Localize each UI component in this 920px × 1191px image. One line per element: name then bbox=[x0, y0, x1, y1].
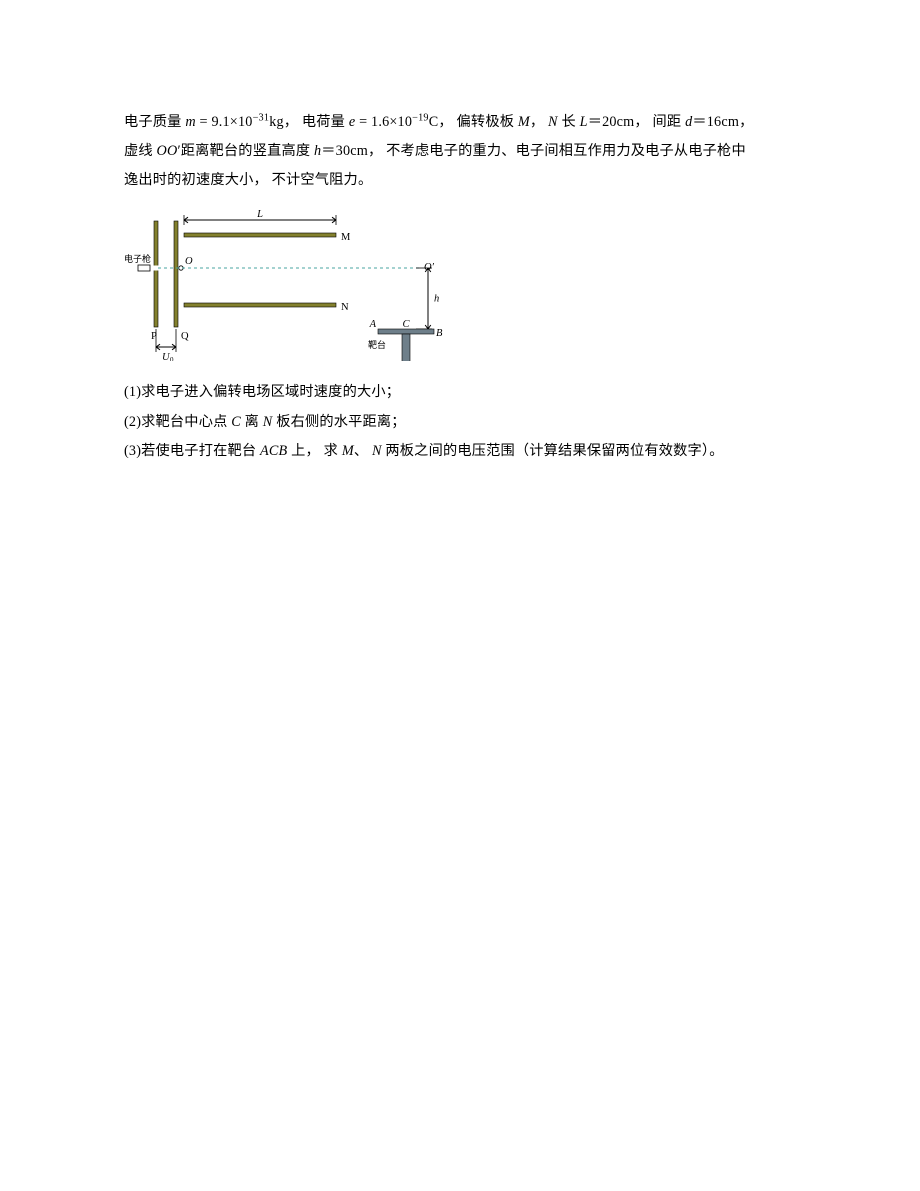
svg-text:B: B bbox=[436, 328, 443, 339]
sym-M: M bbox=[518, 114, 530, 130]
t: ＝16cm， bbox=[692, 114, 753, 130]
t: 逸出时的初速度大小， 不计空气阻力。 bbox=[124, 172, 372, 188]
t: 虚线 bbox=[124, 143, 157, 159]
svg-text:C: C bbox=[402, 319, 410, 330]
sym-C: C bbox=[231, 414, 241, 430]
t: 距离靶台的竖直高度 bbox=[181, 143, 314, 159]
sym-N: N bbox=[372, 443, 382, 459]
t: (3)若使电子打在靶台 bbox=[124, 443, 260, 459]
svg-text:L: L bbox=[256, 209, 263, 220]
svg-text:Q: Q bbox=[181, 331, 189, 342]
t: 板右侧的水平距离； bbox=[272, 414, 405, 430]
t: 、 bbox=[354, 443, 372, 459]
question-3: (3)若使电子打在靶台 ACB 上， 求 M、 N 两板之间的电压范围（计算结果… bbox=[124, 437, 800, 466]
physics-diagram: 电子枪LMNOO′PQU0hACB靶台 bbox=[124, 203, 800, 372]
t: 两板之间的电压范围（计算结果保留两位有效数字）。 bbox=[382, 443, 724, 459]
sym-L: L bbox=[580, 114, 588, 130]
intro-paragraph: 电子质量 m = 9.1×10−31kg， 电荷量 e = 1.6×10−19C… bbox=[124, 108, 800, 195]
svg-text:h: h bbox=[434, 294, 439, 305]
svg-text:电子枪: 电子枪 bbox=[124, 253, 151, 264]
diagram-svg: 电子枪LMNOO′PQU0hACB靶台 bbox=[124, 203, 454, 361]
svg-text:O: O bbox=[185, 256, 193, 267]
t: 离 bbox=[241, 414, 263, 430]
svg-text:N: N bbox=[341, 302, 349, 313]
questions: (1)求电子进入偏转电场区域时速度的大小； (2)求靶台中心点 C 离 N 板右… bbox=[124, 378, 800, 465]
t: 电子质量 bbox=[124, 114, 185, 130]
sym-OO: OO bbox=[157, 143, 178, 159]
t: C， 偏转极板 bbox=[429, 114, 518, 130]
svg-text:M: M bbox=[341, 232, 351, 243]
svg-text:0: 0 bbox=[170, 356, 174, 361]
exp: −31 bbox=[253, 112, 270, 123]
sym-N: N bbox=[548, 114, 558, 130]
sym-m: m bbox=[185, 114, 195, 130]
page: 电子质量 m = 9.1×10−31kg， 电荷量 e = 1.6×10−19C… bbox=[0, 0, 920, 466]
t: = 1.6×10 bbox=[355, 114, 412, 130]
svg-text:靶台: 靶台 bbox=[368, 339, 386, 350]
sym-M: M bbox=[342, 443, 354, 459]
t: kg， 电荷量 bbox=[269, 114, 349, 130]
svg-text:A: A bbox=[369, 319, 377, 330]
t: 上， 求 bbox=[287, 443, 341, 459]
t: ＝30cm， 不考虑电子的重力、电子间相互作用力及电子从电子枪中 bbox=[321, 143, 746, 159]
question-1: (1)求电子进入偏转电场区域时速度的大小； bbox=[124, 378, 800, 407]
exp: −19 bbox=[412, 112, 429, 123]
t: ， bbox=[530, 114, 548, 130]
t: = 9.1×10 bbox=[196, 114, 253, 130]
t: 长 bbox=[558, 114, 580, 130]
question-2: (2)求靶台中心点 C 离 N 板右侧的水平距离； bbox=[124, 408, 800, 437]
t: ＝20cm， 间距 bbox=[588, 114, 685, 130]
sym-ACB: ACB bbox=[260, 443, 287, 459]
sym-N: N bbox=[263, 414, 273, 430]
t: (2)求靶台中心点 bbox=[124, 414, 231, 430]
